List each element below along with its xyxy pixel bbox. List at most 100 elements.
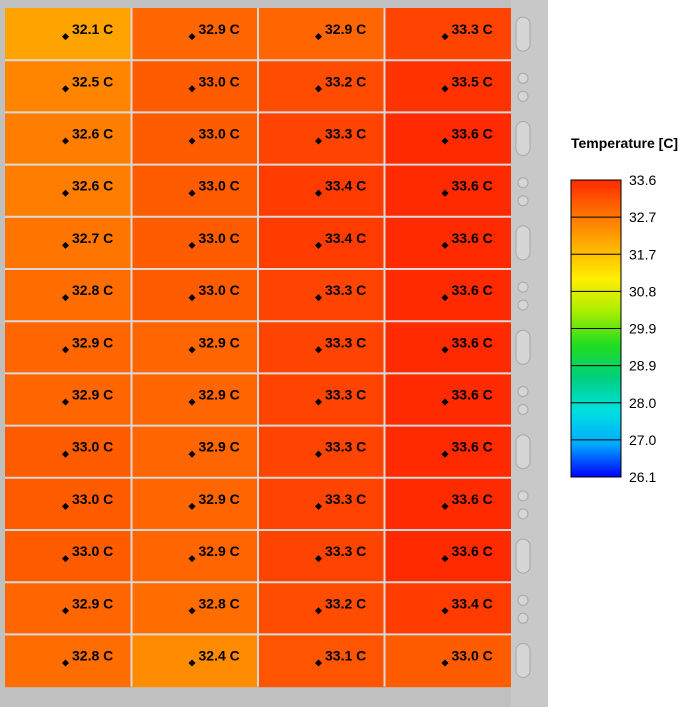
rail-hole: [517, 490, 529, 502]
cell-marker: [441, 33, 449, 41]
legend-title: Temperature [C]: [571, 135, 678, 151]
cell-marker: [314, 346, 323, 354]
heatmap-gridlines: [5, 8, 511, 687]
heatmap-cell: [258, 321, 386, 374]
legend-tick-label: 29.9: [629, 321, 656, 337]
heatmap-cell: [5, 530, 133, 583]
cell-marker: [441, 659, 449, 667]
heatmap-cell: [384, 60, 512, 113]
cell-value-label: 33.6 C: [452, 334, 493, 350]
cell-value-label: 33.0 C: [199, 178, 240, 194]
cell-value-label: 33.0 C: [72, 439, 113, 455]
rail-slot: [515, 434, 531, 470]
right-rail: [511, 0, 548, 707]
heatmap-cell: [5, 216, 133, 270]
cell-value-label: 32.9 C: [199, 543, 240, 559]
cell-marker: [61, 659, 70, 667]
cell-marker: [314, 33, 323, 41]
cell-marker: [61, 555, 70, 563]
heatmap-cell: [131, 112, 259, 166]
heatmap-cell: [5, 477, 133, 531]
cell-value-label: 33.6 C: [452, 387, 493, 403]
cell-value-label: 32.9 C: [199, 439, 240, 455]
cell-marker: [314, 189, 323, 197]
heatmap-cell: [258, 60, 386, 113]
cell-value-label: 33.3 C: [452, 21, 493, 37]
cell-marker: [188, 33, 196, 41]
cell-value-label: 33.0 C: [199, 73, 240, 89]
cell-marker: [441, 450, 449, 458]
legend-tick-label: 32.7: [629, 209, 656, 225]
cell-marker: [61, 241, 70, 249]
cell-marker: [61, 502, 70, 510]
cell-marker: [314, 450, 323, 458]
legend-ticks: 33.6 32.7 31.7 30.8 29.9 28.9 28.0 27.0 26.1: [571, 172, 656, 485]
rail-hole: [517, 195, 529, 207]
heatmap-cell: [384, 112, 512, 166]
heatmap-cell: [384, 269, 512, 322]
cell-value-label: 33.6 C: [452, 178, 493, 194]
cell-value-label: 33.3 C: [325, 126, 366, 142]
heatmap-cell: [131, 582, 259, 635]
cell-marker: [314, 659, 323, 667]
cell-marker: [188, 555, 196, 563]
rail-slot: [515, 16, 531, 52]
legend-tick-label: 27.0: [629, 432, 656, 448]
cell-marker: [441, 85, 449, 93]
heatmap-cell: [5, 112, 133, 166]
cell-value-label: 32.7 C: [72, 230, 113, 246]
cell-marker: [441, 241, 449, 249]
cell-marker: [188, 607, 196, 615]
cell-value-label: 32.5 C: [72, 73, 113, 89]
cell-value-label: 32.8 C: [72, 282, 113, 298]
legend-tick-label: 28.9: [629, 358, 656, 374]
heatmap-cell: [384, 321, 512, 374]
cell-value-label: 33.0 C: [452, 648, 493, 664]
cell-marker: [188, 85, 196, 93]
cell-value-label: 32.9 C: [72, 595, 113, 611]
rail-slot: [515, 329, 531, 365]
heatmap-cell: [131, 530, 259, 583]
heatmap-cell: [131, 164, 259, 218]
legend-tick-label: 30.8: [629, 283, 656, 299]
heatmap-cell: [384, 164, 512, 218]
cell-marker: [441, 137, 449, 145]
cell-marker: [314, 241, 323, 249]
rail-hole: [517, 594, 529, 606]
heatmap-cell: [384, 8, 512, 61]
cell-marker: [441, 555, 449, 563]
heatmap-cell: [258, 216, 386, 270]
heatmap-cell: [384, 216, 512, 270]
heatmap-cell: [131, 269, 259, 322]
heatmap-cell: [258, 373, 386, 427]
heatmap-cell: [258, 582, 386, 635]
cell-value-label: 33.2 C: [325, 73, 366, 89]
cell-value-label: 33.6 C: [452, 282, 493, 298]
cell-value-label: 33.4 C: [325, 178, 366, 194]
rail-hole: [517, 508, 529, 520]
cell-marker: [61, 294, 70, 302]
legend-tick-label: 33.6: [629, 172, 656, 188]
cell-marker: [188, 137, 196, 145]
heatmap-cells: [5, 8, 512, 688]
heatmap-cell: [131, 634, 259, 688]
rail-hole: [517, 299, 529, 311]
cell-value-label: 33.6 C: [452, 230, 493, 246]
cell-value-label: 33.4 C: [325, 230, 366, 246]
cell-value-label: 32.9 C: [72, 387, 113, 403]
cell-value-label: 33.0 C: [72, 491, 113, 507]
heatmap-cell: [5, 425, 133, 479]
rail-slot: [515, 225, 531, 261]
cell-marker: [441, 346, 449, 354]
heatmap-cell: [258, 634, 386, 688]
cell-marker: [314, 137, 323, 145]
heatmap-cell: [131, 425, 259, 479]
heatmap-cell: [5, 60, 133, 113]
cell-value-label: 33.3 C: [325, 387, 366, 403]
cell-value-label: 32.9 C: [199, 491, 240, 507]
rail-slot: [515, 121, 531, 156]
cell-value-label: 33.3 C: [325, 282, 366, 298]
cell-marker: [314, 85, 323, 93]
cell-marker: [188, 659, 196, 667]
